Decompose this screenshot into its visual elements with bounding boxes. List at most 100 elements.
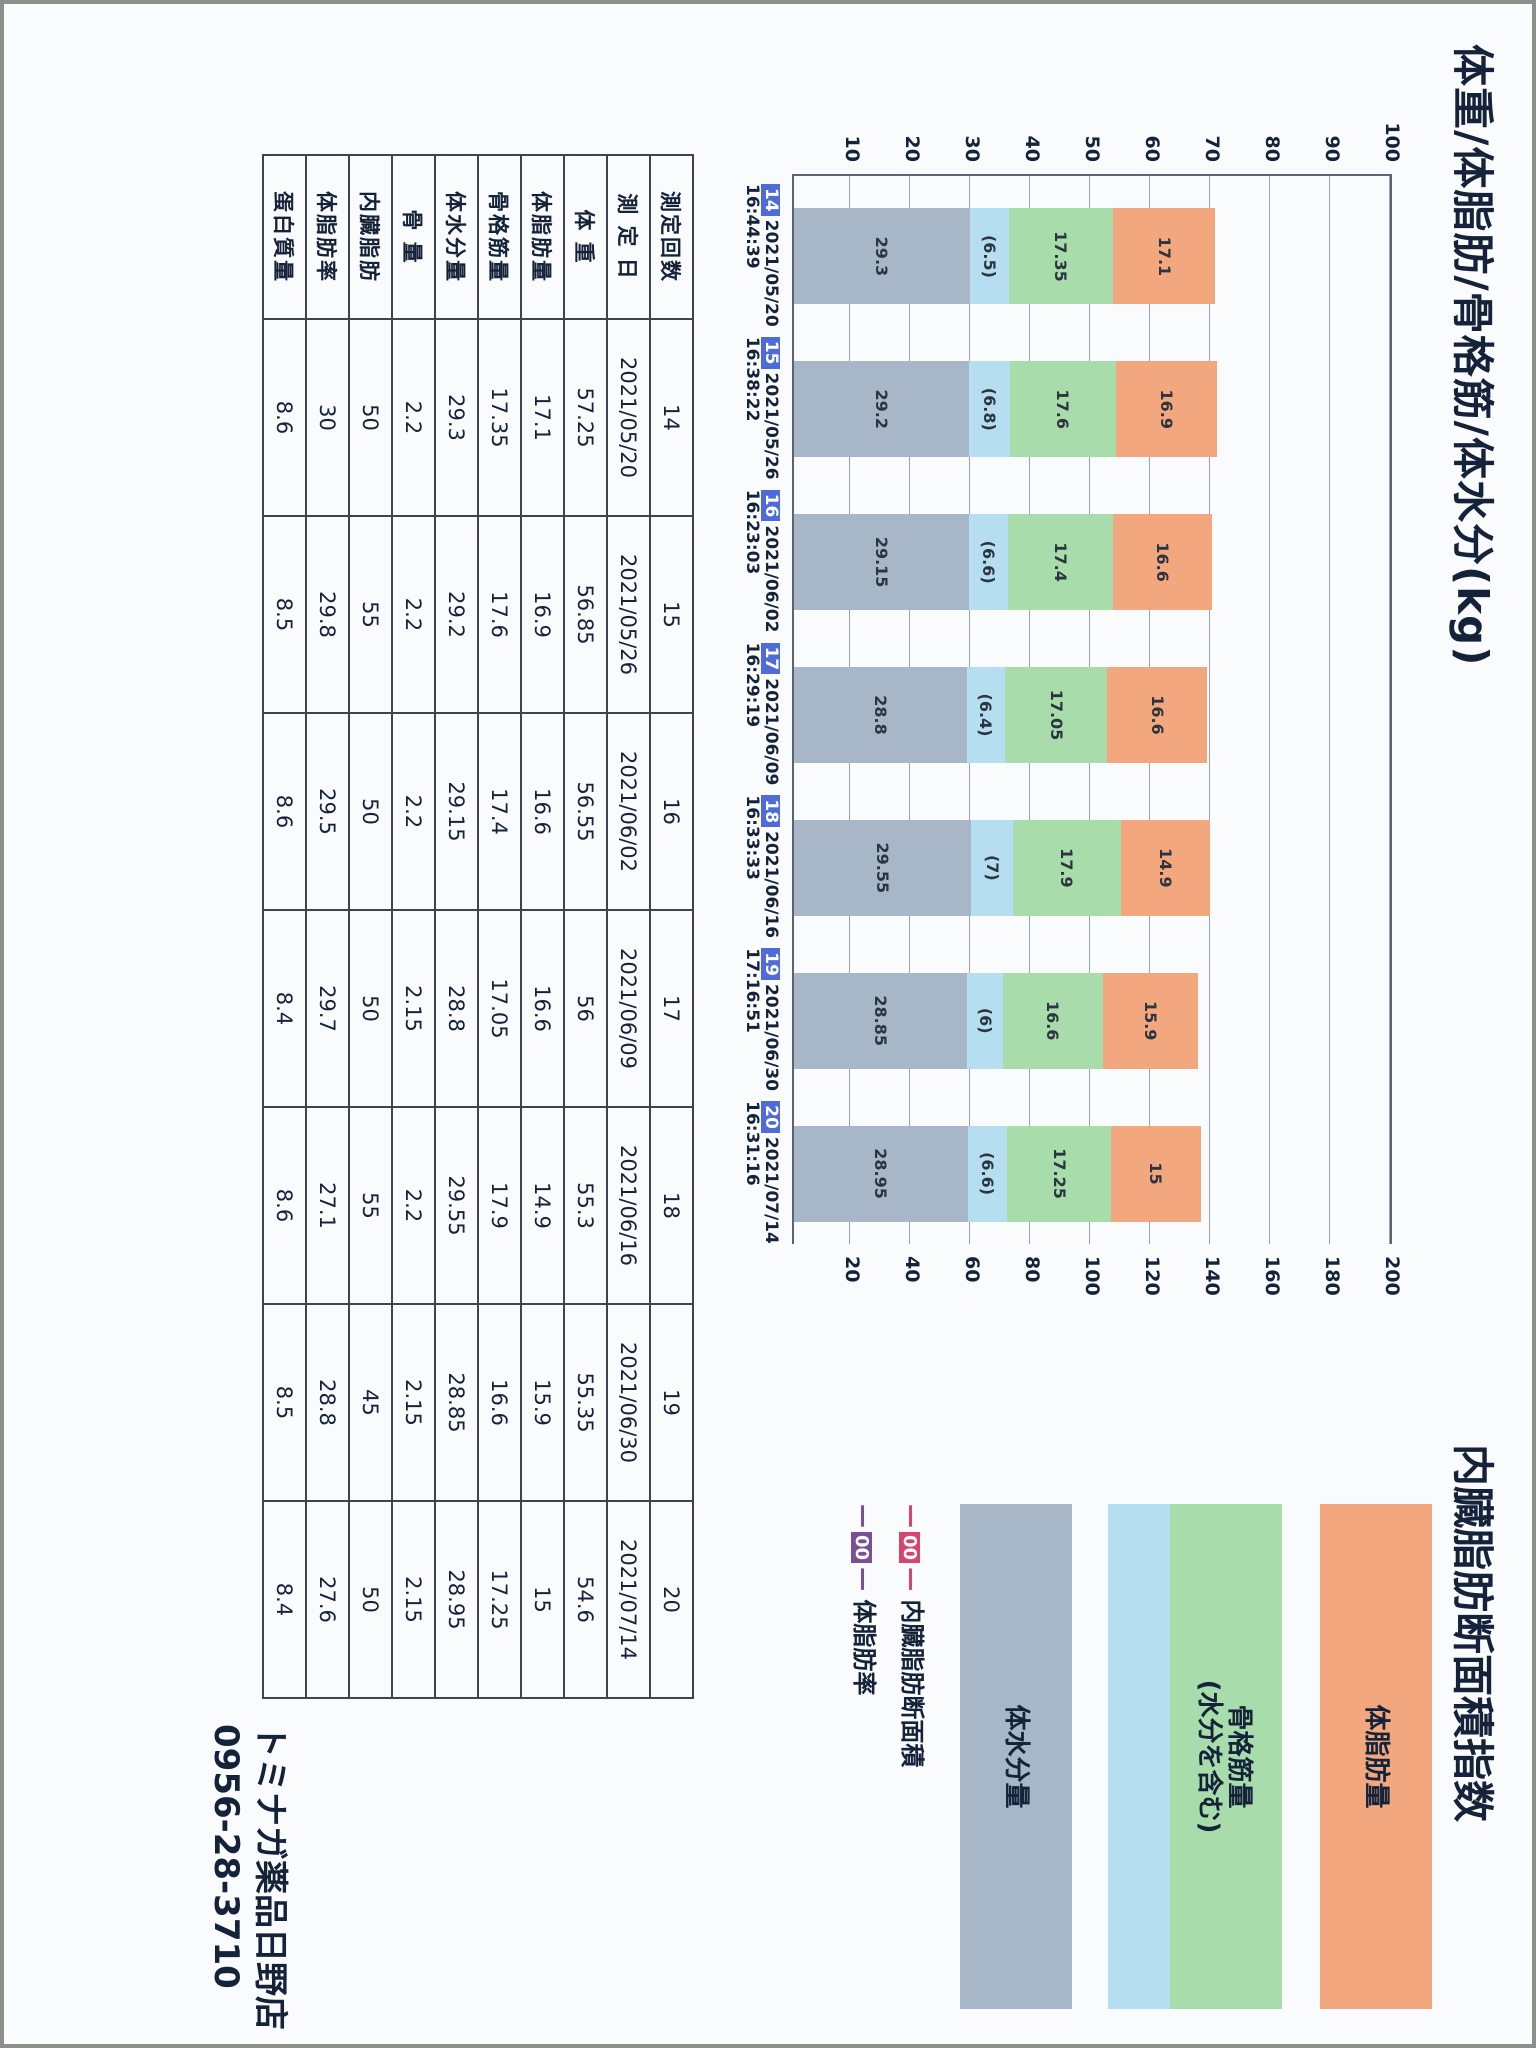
table-cell: 16.6 [521, 910, 564, 1107]
table-cell: 50 [349, 910, 392, 1107]
bar-segment-water: 29.15 [794, 514, 969, 611]
bar-data-label: 29.15 [871, 536, 891, 588]
measurement-date: 2021/06/02 [761, 525, 781, 633]
table-cell: 29.5 [306, 713, 349, 910]
table-cell: 29.7 [306, 910, 349, 1107]
bar-data-label: (6.5) [979, 234, 999, 278]
measurement-time: 16:44:39 [742, 184, 762, 269]
row-header: 体水分量 [435, 155, 478, 319]
paper-sheet: 体重/体脂肪/骨格筋/体水分(kg) 内臓脂肪断面積指数 100 90 80 70 60… [4, 4, 1532, 2044]
bar-data-label: 17.35 [1051, 231, 1071, 282]
measurement-date: 2021/06/16 [761, 831, 781, 939]
table-cell: 17.6 [478, 516, 521, 713]
y-tick-right: 100 [1081, 1256, 1103, 1296]
bar-data-label: (6.8) [980, 387, 1000, 431]
table-cell: 45 [349, 1304, 392, 1501]
bar-data-label: 16.6 [1153, 542, 1173, 582]
legend-muscle-text: 骨格筋量 (水分を含む) [1184, 1504, 1264, 2009]
y-tick-right: 200 [1381, 1256, 1403, 1296]
gridline [1209, 176, 1210, 1244]
table-cell: 28.8 [435, 910, 478, 1107]
bar-data-label: 15.9 [1140, 1000, 1160, 1041]
y-tick-right: 120 [1141, 1256, 1163, 1296]
measurement-date: 2021/05/26 [761, 372, 781, 480]
bar-segment-muscle: 17.6 [1010, 361, 1116, 458]
y-tick-right: 60 [961, 1256, 983, 1283]
row-header: 測定回数 [650, 155, 693, 319]
bar-segment-muscle: 17.4 [1008, 514, 1113, 611]
table-row: 体水分量 29.3 29.2 29.15 28.8 29.55 28.85 28.95 [435, 155, 478, 1698]
y-tick-right: 80 [1021, 1256, 1043, 1283]
row-header: 測 定 日 [607, 155, 650, 319]
measurement-time: 16:31:16 [742, 1101, 762, 1186]
table-cell: 15.9 [521, 1304, 564, 1501]
legend-fatrate-chip: 00 [851, 1532, 872, 1564]
table-cell: 27.6 [306, 1501, 349, 1698]
measurement-date: 2021/07/14 [761, 1136, 781, 1244]
bar-segment-water: 29.55 [794, 819, 972, 916]
legend-muscle-label: 骨格筋量 [1224, 1704, 1254, 1809]
bar-data-label: 15 [1146, 1162, 1166, 1185]
y-tick-left: 80 [1261, 135, 1283, 162]
table-row: 体脂肪率 30 29.8 29.5 29.7 27.1 28.8 27.6 [306, 155, 349, 1698]
bar-data-label: (6.4) [976, 693, 996, 737]
bar-data-label: (6) [975, 1007, 995, 1034]
table-cell: 2.2 [392, 319, 435, 516]
chart-title-right: 内臓脂肪断面積指数 [1448, 1444, 1497, 1823]
table-cell: 8.6 [263, 713, 306, 910]
measurement-number-badge: 18 [761, 795, 781, 828]
bar-data-label: 17.9 [1057, 848, 1077, 888]
bar-data-label: (6.6) [979, 540, 999, 584]
table-cell: 17 [650, 910, 693, 1107]
y-tick-right: 160 [1261, 1256, 1283, 1296]
table-cell: 2.2 [392, 1107, 435, 1304]
bar-data-label: 16.6 [1043, 1000, 1063, 1041]
table-cell: 8.6 [263, 319, 306, 516]
bar-data-label: 16.9 [1156, 389, 1176, 430]
bar-segment-water: 28.8 [794, 667, 967, 763]
table-cell: 2021/05/26 [607, 516, 650, 713]
table-cell: 19 [650, 1304, 693, 1501]
table-cell: 14 [650, 319, 693, 516]
bar-segment-fat: 15.9 [1102, 972, 1199, 1069]
measurement-number-badge: 15 [761, 336, 781, 369]
store-info: トミナガ薬品日野店 0956-28-3710 [204, 1724, 292, 2030]
table-cell: 50 [349, 319, 392, 516]
table-cell: 28.8 [306, 1304, 349, 1501]
legend-water: 体水分量 [960, 1504, 1072, 2009]
y-tick-right: 40 [901, 1256, 923, 1283]
table-cell: 29.55 [435, 1107, 478, 1304]
table-cell: 2021/06/02 [607, 713, 650, 910]
bar-data-label: 17.6 [1053, 389, 1073, 430]
measurement-time: 16:23:03 [742, 489, 762, 575]
x-tick-label: 20 2021/07/14 16:31:16 [742, 1101, 781, 1331]
bar-segment-fat: 14.9 [1120, 819, 1211, 916]
table-cell: 56.55 [564, 713, 607, 910]
table-cell: 56 [564, 910, 607, 1107]
row-header: 内臓脂肪 [349, 155, 392, 319]
bar-segment-muscle-water: (6.5) [969, 208, 1009, 305]
bar-segment-water: 29.3 [794, 208, 970, 305]
legend-water-label: 体水分量 [1001, 1704, 1031, 1809]
bar-data-label: 17.1 [1154, 236, 1174, 277]
legend-fat: 体脂肪量 [1320, 1504, 1432, 2009]
bar-data-label: 14.9 [1155, 848, 1175, 888]
legend-muscle-water-swatch [1108, 1504, 1170, 2009]
bar-segment-fat: 15 [1110, 1125, 1201, 1222]
bar-data-label: 28.95 [871, 1148, 891, 1199]
table-cell: 16 [650, 713, 693, 910]
table-cell: 29.15 [435, 713, 478, 910]
table-cell: 2021/07/14 [607, 1501, 650, 1698]
measurement-date: 2021/06/30 [761, 983, 781, 1091]
bar-segment-fat: 16.6 [1112, 514, 1213, 611]
bar-segment-muscle: 17.35 [1008, 208, 1113, 305]
measurement-time: 16:29:19 [742, 642, 762, 728]
table-cell: 2.2 [392, 516, 435, 713]
table-cell: 8.5 [263, 516, 306, 713]
bar-segment-muscle-water: (6.8) [969, 361, 1010, 458]
bar-data-label: 17.05 [1046, 689, 1066, 741]
table-cell: 15 [650, 516, 693, 713]
row-header: 蛋白質量 [263, 155, 306, 319]
row-header: 体脂肪量 [521, 155, 564, 319]
table-cell: 17.35 [478, 319, 521, 516]
